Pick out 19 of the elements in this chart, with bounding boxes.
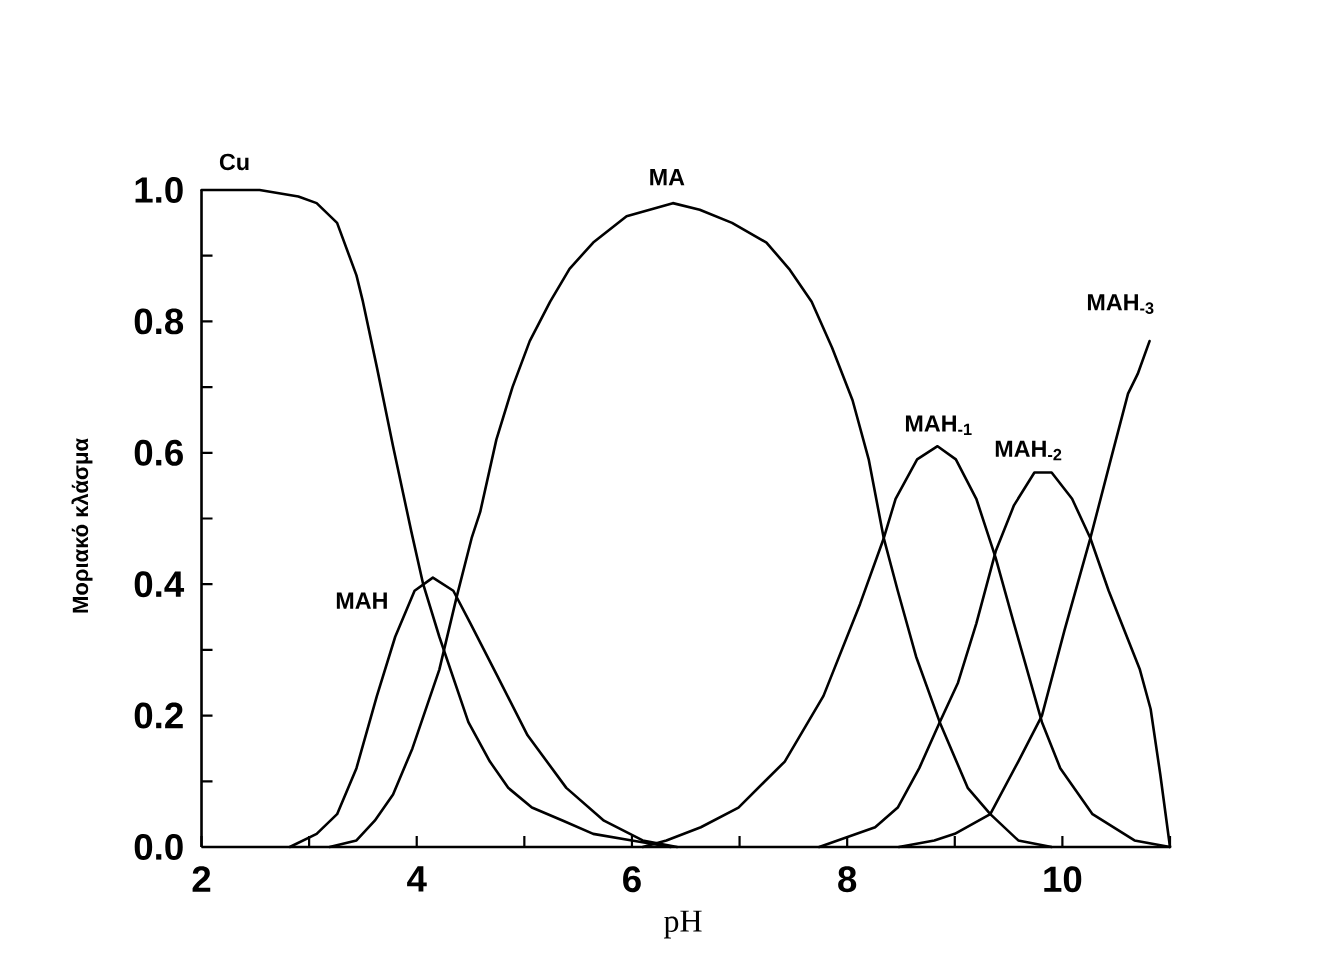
x-tick-label: 4 <box>407 866 427 892</box>
series-label: MAH$_{-2}$ <box>995 440 1062 461</box>
y-tick-label: 0.0 <box>134 834 183 860</box>
y-tick-label: 0.8 <box>134 308 184 335</box>
y-tick-label: 0.2 <box>134 702 183 729</box>
y-tick-label: 0.6 <box>134 439 183 466</box>
series-label: MAH$_{-3}$ <box>1087 294 1154 314</box>
series-label: MAH <box>336 592 387 609</box>
x-tick-label: 8 <box>838 866 857 893</box>
x-tick-label: 2 <box>192 866 211 892</box>
y-tick-label: 1.0 <box>135 177 183 203</box>
x-tick-label: 6 <box>623 866 641 893</box>
series-label: MAH$_{-1}$ <box>905 415 972 435</box>
y-axis-title: Μοριακό κλάσμα <box>71 438 93 613</box>
series-label: Cu <box>219 153 249 171</box>
series-label: MA <box>650 169 685 186</box>
y-tick-label: 0.4 <box>134 571 185 598</box>
x-tick-label: 10 <box>1044 866 1082 893</box>
x-axis-title: pH <box>664 910 702 939</box>
